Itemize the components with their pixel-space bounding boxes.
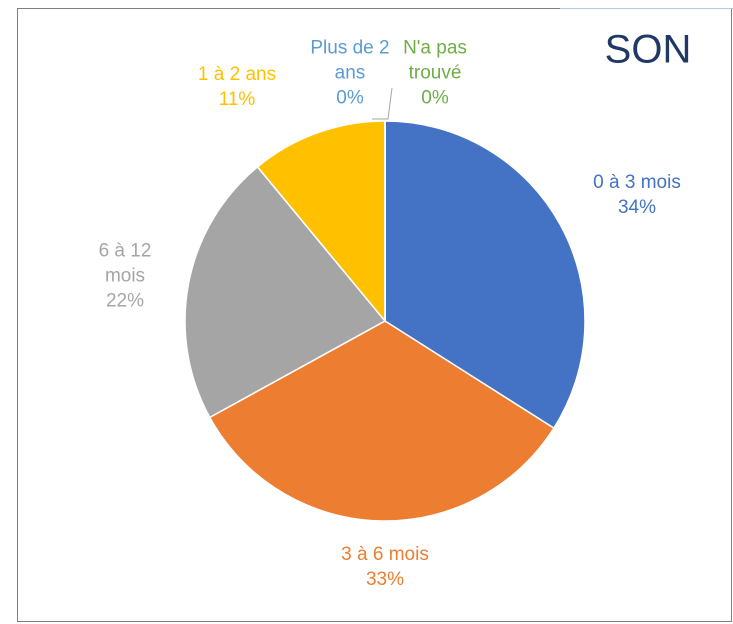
category-label: 3 à 6 mois <box>341 544 429 565</box>
category-label: 1 à 2 ans <box>197 64 277 85</box>
pie-slice <box>256 120 386 324</box>
category-label: N'a pas trouvé <box>403 37 467 84</box>
category-label: 6 à 12 mois <box>98 240 152 287</box>
pie-slice <box>208 320 555 522</box>
percent-label: 11% <box>218 89 256 110</box>
pie <box>184 120 586 522</box>
data-label: Plus de 2 ans 0% <box>305 36 395 111</box>
chart-border <box>17 8 732 622</box>
data-label: 1 à 2 ans 11% <box>187 62 287 112</box>
percent-label: 0% <box>336 87 364 109</box>
data-label: 6 à 12 mois 22% <box>88 239 163 314</box>
pie-slice <box>384 120 586 430</box>
pie-slice <box>184 165 387 419</box>
percent-label: 33% <box>365 569 405 590</box>
category-label: 0 à 3 mois <box>593 172 681 193</box>
data-label: 0 à 3 mois 34% <box>567 170 707 220</box>
percent-label: 0% <box>421 87 449 109</box>
chart-title: SON <box>604 27 692 72</box>
leader-line <box>372 87 393 120</box>
category-label: Plus de 2 ans <box>310 37 390 84</box>
percent-label: 34% <box>617 197 657 218</box>
data-label: N'a pas trouvé 0% <box>395 36 475 111</box>
data-label: 3 à 6 mois 33% <box>315 542 455 592</box>
percent-label: 22% <box>105 290 145 312</box>
